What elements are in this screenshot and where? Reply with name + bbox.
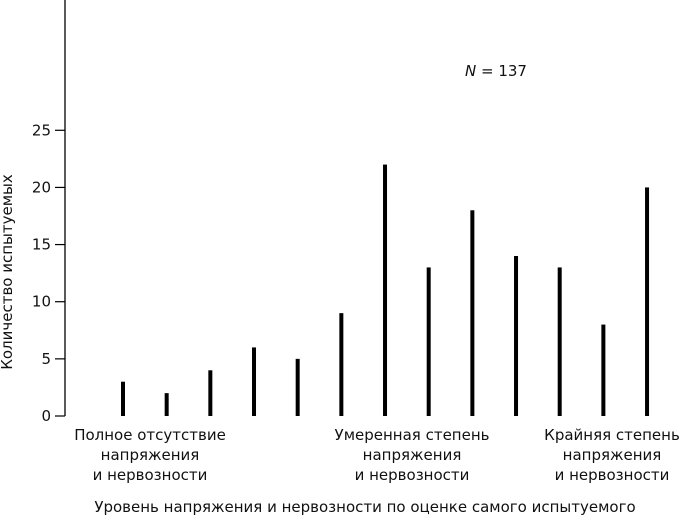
y-axis-label: Количество испытуемых <box>0 174 16 370</box>
x-tick-label: Умеренная степень напряжения и нервозности <box>335 426 490 484</box>
bar <box>208 370 213 416</box>
x-tick-label-line: напряжения <box>363 446 462 464</box>
x-tick-label-line: напряжения <box>101 446 200 464</box>
y-tick-label: 20 <box>32 178 51 196</box>
bar <box>339 313 344 416</box>
y-tick-label: 10 <box>32 293 51 311</box>
x-tick-label-line: Полное отсутствие <box>74 426 226 444</box>
x-tick-label-line: и нервозности <box>355 466 470 484</box>
y-tick-label: 15 <box>32 236 51 254</box>
bar <box>645 187 650 416</box>
x-tick-label-line: и нервозности <box>93 466 208 484</box>
x-tick-label: Крайняя степень напряжения и нервозности <box>544 426 680 484</box>
bar <box>557 267 562 416</box>
x-tick-label: Полное отсутствие напряжения и нервозности <box>74 426 226 484</box>
bar <box>164 393 169 416</box>
bar <box>470 210 475 416</box>
bar <box>295 358 300 416</box>
x-tick-label-line: и нервозности <box>555 466 670 484</box>
x-tick-label-line: Крайняя степень <box>544 426 680 444</box>
bar <box>383 164 388 416</box>
x-tick-label-line: Умеренная степень <box>335 426 490 444</box>
y-tick-label: 5 <box>41 350 51 368</box>
bar <box>252 347 257 416</box>
bar <box>601 324 606 416</box>
x-axis-label: Уровень напряжения и нервозности по оцен… <box>94 498 635 516</box>
annotation-symbol: N <box>465 62 476 80</box>
bar <box>514 256 519 416</box>
annotation-text: = 137 <box>476 62 527 80</box>
bar <box>121 381 125 416</box>
x-tick-label-line: напряжения <box>563 446 662 464</box>
bar <box>426 267 431 416</box>
y-tick-label: 0 <box>41 407 51 425</box>
annotation: N = 137 <box>465 62 527 80</box>
y-tick-label: 25 <box>32 121 51 139</box>
